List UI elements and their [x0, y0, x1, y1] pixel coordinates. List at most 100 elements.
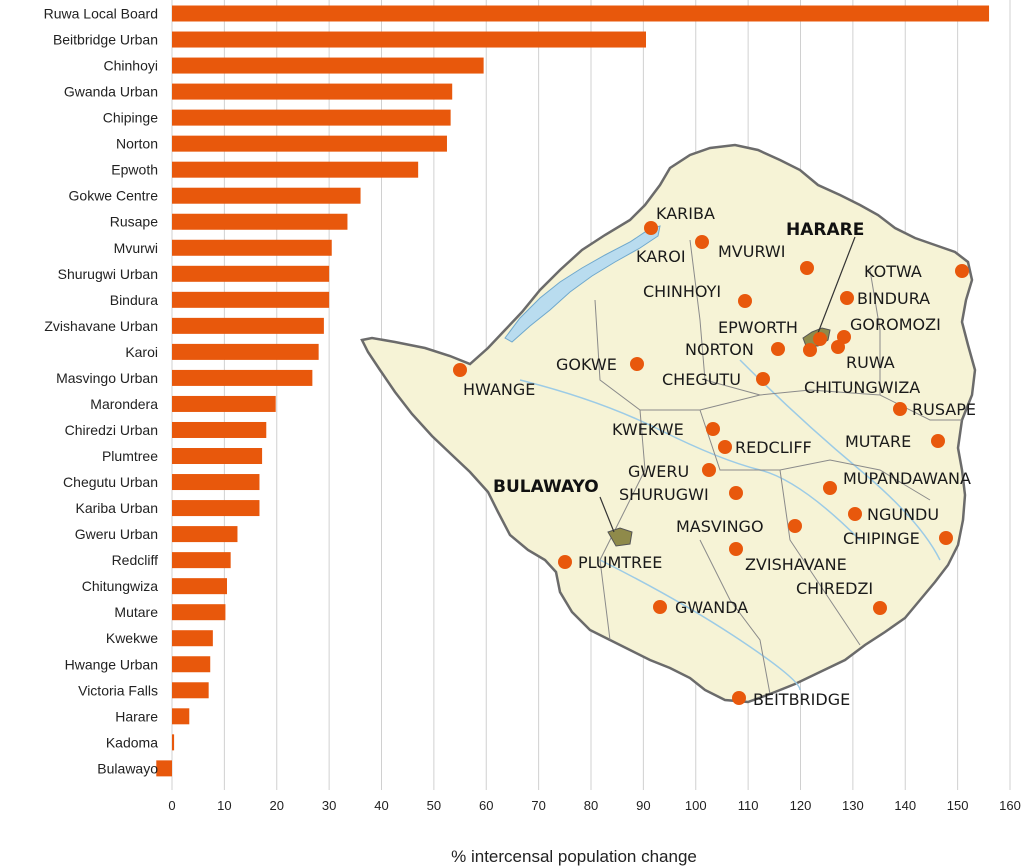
- category-label: Kariba Urban: [76, 500, 159, 516]
- x-tick-label: 30: [322, 798, 336, 813]
- town-marker: [644, 221, 658, 235]
- category-label: Mutare: [114, 604, 158, 620]
- bar: [172, 474, 260, 491]
- town-marker: [695, 235, 709, 249]
- category-label: Chegutu Urban: [63, 474, 158, 490]
- category-label: Marondera: [90, 396, 158, 412]
- category-label: Redcliff: [112, 552, 159, 568]
- category-label: Victoria Falls: [78, 682, 158, 698]
- x-tick-label: 110: [738, 798, 759, 813]
- map-town-label: NGUNDU: [867, 505, 939, 524]
- category-label: Bulawayo: [97, 760, 158, 776]
- map-town-label: KARIBA: [656, 204, 715, 223]
- town-marker: [453, 363, 467, 377]
- category-label: Shurugwi Urban: [58, 266, 158, 282]
- map-town-label: CHIREDZI: [796, 579, 873, 598]
- x-tick-label: 80: [584, 798, 598, 813]
- map-town-label: HWANGE: [463, 380, 535, 399]
- bulawayo-leader-line: [599, 496, 615, 533]
- town-marker: [893, 402, 907, 416]
- bar: [172, 448, 263, 465]
- category-label: Epwoth: [111, 162, 158, 178]
- map-town-label: GOKWE: [556, 355, 617, 374]
- town-marker: [706, 422, 720, 436]
- bar: [172, 552, 231, 569]
- province-border: [594, 299, 811, 411]
- town-marker: [813, 332, 827, 346]
- town-marker: [729, 486, 743, 500]
- bars: [156, 5, 990, 777]
- category-label: Hwange Urban: [65, 656, 158, 672]
- x-tick-label: 20: [270, 798, 284, 813]
- category-label: Masvingo Urban: [56, 370, 158, 386]
- bar: [172, 578, 227, 595]
- map-town-label: BEITBRIDGE: [753, 690, 850, 709]
- province-border: [869, 269, 881, 395]
- map-town-label: KAROI: [636, 247, 686, 266]
- x-axis-title: % intercensal population change: [451, 847, 697, 866]
- map-town-label: RUWA: [846, 353, 895, 372]
- town-marker: [718, 440, 732, 454]
- town-marker: [732, 691, 746, 705]
- category-label: Harare: [115, 708, 158, 724]
- town-marker: [788, 519, 802, 533]
- x-tick-label: 160: [999, 798, 1021, 813]
- map-town-label: MUTARE: [845, 432, 911, 451]
- category-label: Norton: [116, 136, 158, 152]
- town-marker: [955, 264, 969, 278]
- bar: [172, 83, 453, 100]
- town-marker: [931, 434, 945, 448]
- bar: [172, 500, 260, 517]
- bar: [172, 265, 330, 282]
- map-town-label: ZVISHAVANE: [745, 555, 847, 574]
- province-border: [689, 239, 761, 396]
- x-tick-label: 140: [894, 798, 916, 813]
- map-town-label: EPWORTH: [718, 318, 798, 337]
- town-marker: [653, 600, 667, 614]
- town-marker: [873, 601, 887, 615]
- bulawayo-urban-area: [607, 527, 633, 547]
- category-label: Rusape: [110, 214, 158, 230]
- harare-leader-line: [817, 236, 856, 334]
- category-label: Zvishavane Urban: [44, 318, 158, 334]
- category-label: Chiredzi Urban: [65, 422, 158, 438]
- x-tick-label: 0: [168, 798, 175, 813]
- map-country-outline: [360, 143, 977, 704]
- category-label: Kwekwe: [106, 630, 158, 646]
- map-town-label: BULAWAYO: [493, 477, 599, 497]
- bar: [172, 604, 226, 621]
- map-town-label: NORTON: [685, 340, 754, 359]
- town-marker: [558, 555, 572, 569]
- category-label: Gokwe Centre: [69, 188, 159, 204]
- river-line: [519, 379, 861, 541]
- map-town-label: CHINHOYI: [643, 282, 721, 301]
- river-line: [739, 359, 941, 561]
- map-town-label: MUPANDAWANA: [843, 469, 971, 488]
- map-town-label: GOROMOZI: [850, 315, 941, 334]
- map-town-label: HARARE: [786, 220, 864, 240]
- town-marker: [729, 542, 743, 556]
- bar: [172, 213, 348, 230]
- category-label: Bindura: [110, 292, 158, 308]
- town-marker: [831, 340, 845, 354]
- x-tick-label: 60: [479, 798, 493, 813]
- x-tick-label: 90: [636, 798, 650, 813]
- map-town-label: BINDURA: [857, 289, 930, 308]
- map-town-label: RUSAPE: [912, 400, 976, 419]
- bar: [172, 526, 238, 543]
- map-town-label: MASVINGO: [676, 517, 764, 536]
- province-border: [699, 539, 771, 695]
- x-tick-label: 100: [685, 798, 707, 813]
- town-marker: [803, 343, 817, 357]
- x-tick-label: 10: [217, 798, 231, 813]
- map-markers: [453, 221, 969, 705]
- bar: [156, 760, 172, 777]
- bar: [172, 343, 319, 360]
- bar: [172, 239, 332, 256]
- map-town-label: GWANDA: [675, 598, 748, 617]
- category-label: Mvurwi: [114, 240, 158, 256]
- town-marker: [702, 463, 716, 477]
- bar: [172, 734, 175, 751]
